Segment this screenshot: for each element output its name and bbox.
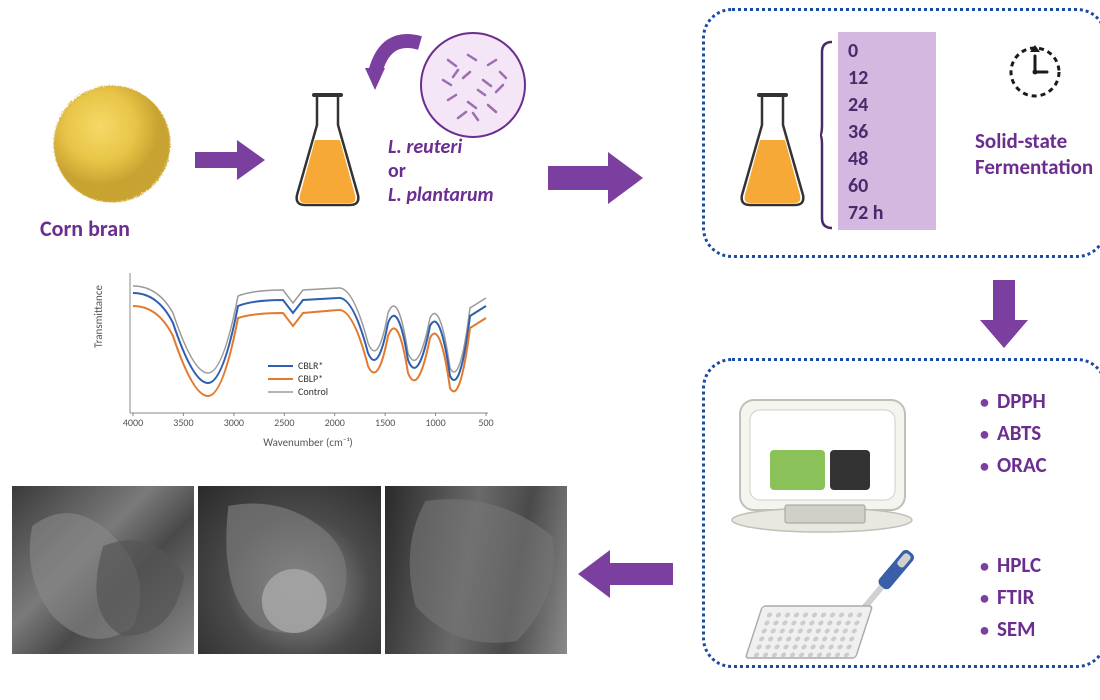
bacteria-species-label: L. reuteri or L. plantarum bbox=[388, 135, 494, 207]
svg-text:1000: 1000 bbox=[425, 416, 445, 429]
time-point: 72 h bbox=[848, 200, 926, 227]
sem-image-2 bbox=[198, 486, 380, 654]
bacteria-culture-icon bbox=[418, 30, 528, 145]
analysis-item: •DPPH bbox=[980, 388, 1047, 414]
time-point: 36 bbox=[848, 119, 926, 146]
analysis-item: •ORAC bbox=[980, 452, 1047, 478]
arrow-corn-to-flask bbox=[195, 140, 265, 185]
analysis-item: •FTIR bbox=[980, 584, 1041, 610]
time-point: 0 bbox=[848, 38, 926, 65]
ftir-ylabel: Transmittance bbox=[92, 285, 105, 348]
sem-image-1 bbox=[12, 486, 194, 654]
bacteria-2: L. plantarum bbox=[388, 183, 494, 207]
arrow-ferment-to-analysis bbox=[980, 280, 1028, 353]
ssf-line1: Solid-state bbox=[975, 128, 1093, 154]
arrow-analysis-to-output bbox=[578, 550, 673, 603]
svg-text:CBLR*: CBLR* bbox=[298, 359, 323, 372]
analysis-item: •SEM bbox=[980, 616, 1041, 642]
wellplate-icon bbox=[740, 598, 875, 673]
time-point: 24 bbox=[848, 92, 926, 119]
corn-bran-label: Corn bran bbox=[40, 215, 130, 242]
time-point: 60 bbox=[848, 173, 926, 200]
sem-image-3 bbox=[385, 486, 567, 654]
svg-text:Control: Control bbox=[298, 385, 328, 398]
analyses-bottom-list: •HPLC •FTIR •SEM bbox=[980, 552, 1041, 648]
analysis-item: •ABTS bbox=[980, 420, 1047, 446]
time-points-box: 0122436486072 h bbox=[838, 32, 936, 230]
arrow-flask-to-ferment bbox=[548, 152, 643, 209]
corn-bran-image bbox=[46, 78, 176, 208]
flask-fermentation bbox=[730, 90, 815, 215]
svg-text:3000: 3000 bbox=[224, 416, 244, 429]
time-point: 12 bbox=[848, 65, 926, 92]
bacteria-or: or bbox=[388, 159, 494, 183]
analyses-top-list: •DPPH •ABTS •ORAC bbox=[980, 388, 1047, 484]
flask-inoculation bbox=[285, 90, 370, 215]
ssf-label: Solid-state Fermentation bbox=[975, 128, 1093, 180]
analysis-item: •HPLC bbox=[980, 552, 1041, 578]
svg-text:4000: 4000 bbox=[123, 416, 143, 429]
ftir-legend: CBLR* CBLP* Control bbox=[268, 359, 328, 398]
ftir-spectrum-chart: Transmittance 4000 3500 3000 2500 2000 1500 10… bbox=[88, 258, 503, 453]
svg-text:500: 500 bbox=[478, 416, 493, 429]
svg-text:2000: 2000 bbox=[325, 416, 345, 429]
svg-text:CBLP*: CBLP* bbox=[298, 372, 323, 385]
ftir-xlabel: Wavenumber (cm⁻¹) bbox=[263, 436, 353, 449]
ssf-line2: Fermentation bbox=[975, 154, 1093, 180]
plate-reader-icon bbox=[725, 375, 925, 545]
clock-icon bbox=[1005, 42, 1065, 107]
time-bracket bbox=[820, 40, 834, 235]
svg-text:2500: 2500 bbox=[274, 416, 294, 429]
svg-text:3500: 3500 bbox=[173, 416, 193, 429]
bacteria-1: L. reuteri bbox=[388, 135, 494, 159]
sem-images-row bbox=[12, 486, 567, 654]
time-point: 48 bbox=[848, 146, 926, 173]
svg-text:1500: 1500 bbox=[375, 416, 395, 429]
